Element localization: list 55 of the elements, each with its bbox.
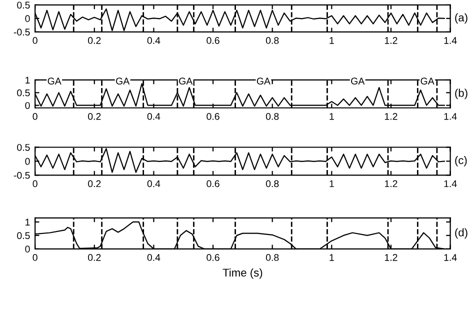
x-tick-label: 0.8 <box>266 113 279 120</box>
x-tick-label: 1.2 <box>384 113 398 120</box>
x-tick-label: 0.4 <box>147 254 160 261</box>
x-tick-label: 1 <box>330 254 334 261</box>
x-tick-label: 0.4 <box>147 113 160 120</box>
y-tick-label: 0 <box>25 246 30 253</box>
y-tick-label: -0.5 <box>14 28 30 36</box>
x-tick-label: 1 <box>330 37 334 44</box>
x-tick-label: 0.8 <box>266 37 279 44</box>
annotation: GA <box>420 78 434 85</box>
x-tick-label: 0 <box>32 113 38 120</box>
x-tick-label: 0.8 <box>266 180 279 188</box>
x-tick-label: 1.4 <box>444 254 457 261</box>
x-tick-label: 1 <box>330 180 334 188</box>
annotation: GA <box>351 78 365 85</box>
annotation: GA <box>179 78 193 85</box>
x-tick-label: 1.4 <box>444 113 457 120</box>
x-tick-label: 0.2 <box>88 180 101 188</box>
x-tick-label: 0.4 <box>147 180 160 188</box>
x-tick-label: 0.6 <box>206 254 220 261</box>
x-tick-label: 0.6 <box>206 37 220 44</box>
x-tick-label: 1.4 <box>444 37 457 44</box>
text: (d) <box>455 228 468 239</box>
y-tick-label: 0 <box>25 15 30 22</box>
y-tick-label: 0.5 <box>17 2 30 9</box>
x-tick-label: 0 <box>32 37 38 44</box>
y-tick-label: 0 <box>25 158 30 165</box>
text: (b) <box>455 88 468 100</box>
y-tick-label: -0.5 <box>14 172 30 179</box>
text: (c) <box>455 156 467 166</box>
x-tick-label: 1.2 <box>384 180 398 188</box>
y-tick-label: 1 <box>26 218 30 226</box>
x-tick-label: 0.6 <box>206 180 220 188</box>
annotation: GA <box>256 78 270 85</box>
x-tick-label: 1.2 <box>384 254 398 261</box>
x-tick-label: 0 <box>32 180 38 188</box>
y-tick-label: 0.5 <box>17 144 30 151</box>
text: (a) <box>455 13 468 24</box>
y-tick-label: 0 <box>25 102 30 109</box>
x-tick-label: 0.2 <box>88 113 101 120</box>
x-tick-label: 0.8 <box>266 254 279 261</box>
x-tick-label: 1.4 <box>444 180 457 188</box>
annotation: GA <box>48 78 62 85</box>
x-axis-title: Time (s) <box>222 268 262 279</box>
annotation: GA <box>116 78 130 85</box>
x-tick-label: 0.2 <box>88 37 101 44</box>
y-tick-label: 0.5 <box>17 89 30 96</box>
x-tick-label: 1.2 <box>384 37 398 44</box>
x-tick-label: 1 <box>330 113 334 120</box>
x-tick-label: 0.6 <box>206 113 220 120</box>
x-tick-label: 0.4 <box>147 37 160 44</box>
x-tick-label: 0 <box>32 254 38 261</box>
y-tick-label: 1 <box>26 76 30 84</box>
y-tick-label: 0.5 <box>17 232 30 240</box>
x-tick-label: 0.2 <box>88 254 101 261</box>
